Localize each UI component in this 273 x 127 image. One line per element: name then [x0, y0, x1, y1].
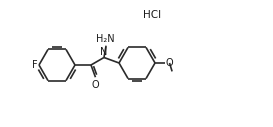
- Text: HCl: HCl: [143, 10, 161, 20]
- Text: O: O: [165, 58, 173, 68]
- Text: N: N: [100, 47, 108, 57]
- Text: H₂N: H₂N: [96, 34, 114, 44]
- Text: O: O: [92, 80, 99, 90]
- Text: F: F: [32, 60, 37, 70]
